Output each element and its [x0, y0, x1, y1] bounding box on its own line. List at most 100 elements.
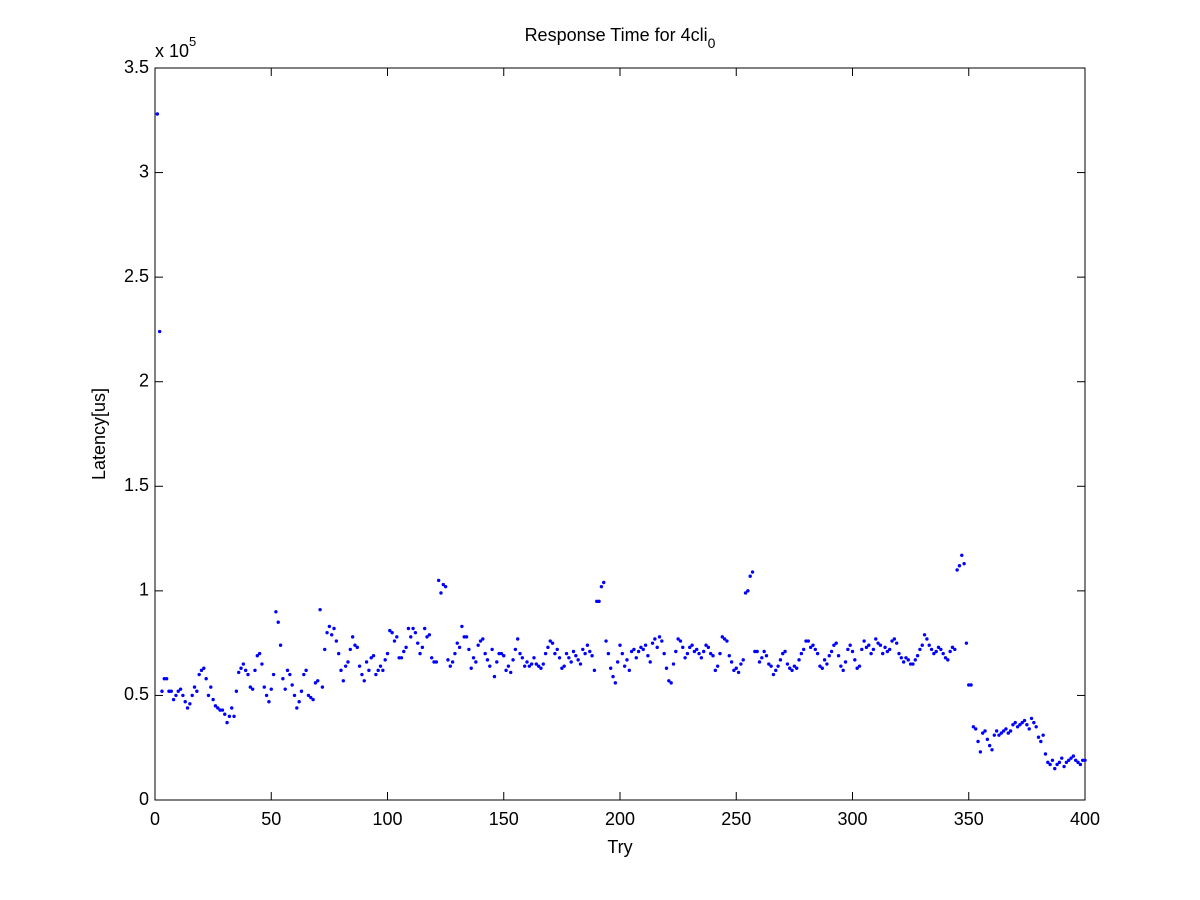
- point: [874, 637, 878, 641]
- point: [483, 651, 487, 656]
- point: [332, 626, 336, 631]
- point: [1064, 760, 1069, 765]
- point: [734, 666, 738, 670]
- point: [223, 712, 227, 716]
- point: [1039, 739, 1043, 744]
- point: [664, 666, 669, 670]
- point: [899, 656, 904, 660]
- point: [360, 672, 364, 677]
- point: [860, 647, 864, 652]
- x-axis-label: Try: [607, 837, 632, 857]
- point: [771, 672, 776, 677]
- point: [732, 668, 736, 673]
- y-tick-label: 3: [139, 161, 149, 181]
- point: [325, 630, 329, 635]
- point: [890, 639, 894, 643]
- point: [346, 660, 350, 664]
- point: [434, 660, 439, 664]
- point: [625, 658, 629, 662]
- point: [718, 651, 722, 656]
- x-tick-label: 400: [1070, 809, 1100, 829]
- point: [376, 668, 380, 673]
- point: [534, 662, 538, 666]
- point: [697, 651, 701, 656]
- point: [762, 649, 766, 654]
- point: [757, 660, 762, 664]
- point: [381, 668, 385, 673]
- point: [469, 666, 473, 670]
- point: [320, 685, 325, 689]
- point: [425, 635, 429, 639]
- chart-title: Response Time for 4cli0: [525, 25, 716, 51]
- point: [546, 645, 550, 650]
- point: [499, 651, 504, 656]
- point: [613, 681, 618, 685]
- point: [269, 687, 273, 691]
- y-tick-label: 1.5: [124, 475, 149, 495]
- point: [369, 656, 373, 660]
- point: [822, 658, 827, 662]
- point: [450, 660, 455, 664]
- point: [157, 329, 162, 334]
- point: [655, 645, 659, 650]
- point: [423, 626, 427, 631]
- point: [829, 649, 834, 654]
- point: [927, 643, 931, 647]
- point: [867, 643, 871, 647]
- point: [506, 664, 511, 668]
- point: [171, 697, 176, 702]
- point: [348, 647, 352, 652]
- point: [994, 729, 999, 733]
- point: [1036, 735, 1041, 739]
- point: [678, 639, 683, 643]
- point: [974, 727, 978, 731]
- point: [364, 660, 369, 664]
- exponent-base: x 10: [155, 41, 189, 61]
- point: [471, 656, 476, 660]
- point: [1060, 756, 1064, 760]
- point: [402, 649, 406, 654]
- point: [913, 658, 917, 662]
- point: [855, 666, 859, 670]
- point: [357, 664, 362, 668]
- point: [695, 647, 699, 652]
- point: [225, 720, 229, 725]
- point: [406, 626, 411, 631]
- point: [813, 647, 817, 652]
- point: [760, 656, 764, 660]
- point: [476, 643, 480, 647]
- point: [495, 660, 499, 664]
- point: [288, 672, 292, 677]
- point: [790, 668, 794, 673]
- point: [553, 651, 557, 656]
- point: [529, 662, 534, 666]
- point: [525, 660, 529, 664]
- point: [278, 643, 283, 647]
- point: [653, 637, 657, 641]
- point: [209, 685, 213, 689]
- point: [727, 653, 731, 658]
- point: [636, 649, 641, 654]
- point: [748, 574, 752, 578]
- point: [960, 553, 964, 558]
- point: [885, 649, 890, 654]
- point: [920, 643, 924, 647]
- point: [181, 693, 185, 698]
- point: [213, 704, 218, 708]
- point: [432, 660, 436, 664]
- x-tick-label: 150: [489, 809, 519, 829]
- point: [943, 656, 948, 660]
- point: [462, 635, 466, 639]
- point: [592, 668, 597, 673]
- point: [216, 706, 220, 710]
- point: [1004, 727, 1008, 731]
- point: [578, 662, 583, 666]
- point: [983, 729, 987, 733]
- point: [657, 635, 662, 639]
- x-tick-label: 250: [721, 809, 751, 829]
- point: [260, 662, 264, 666]
- point: [290, 683, 294, 687]
- point: [160, 689, 164, 693]
- point: [955, 568, 959, 572]
